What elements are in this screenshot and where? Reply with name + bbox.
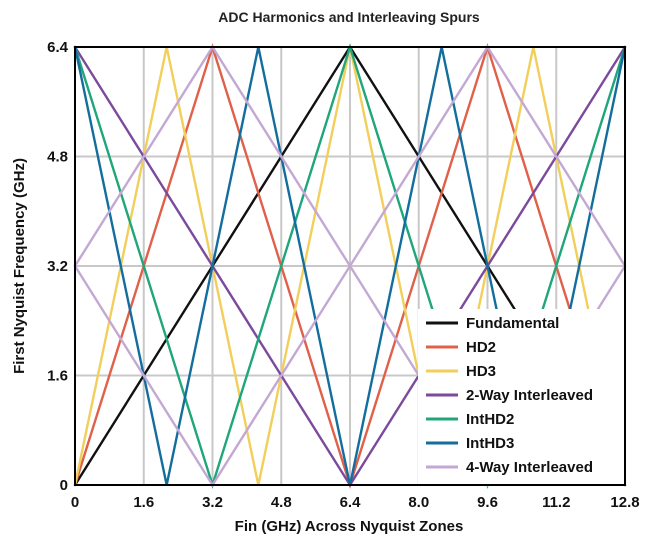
x-tick-label: 1.6 [133, 494, 154, 511]
x-tick-label: 3.2 [202, 494, 223, 511]
x-tick-label: 8.0 [408, 494, 429, 511]
y-axis-title: First Nyquist Frequency (GHz) [11, 158, 28, 374]
x-axis-title: Fin (GHz) Across Nyquist Zones [235, 518, 464, 535]
legend-label-fundamental: Fundamental [466, 315, 559, 332]
y-tick-label: 3.2 [47, 258, 68, 275]
x-tick-label: 12.8 [610, 494, 639, 511]
legend: Fundamental HD2 HD3 2-Way Interleaved IntHD2… [426, 315, 593, 476]
x-tick-label: 0 [71, 494, 79, 511]
plot-frame [74, 46, 626, 486]
legend-label-inthd2: IntHD2 [466, 411, 514, 428]
x-tick-label: 11.2 [542, 494, 570, 511]
chart-title: ADC Harmonics and Interleaving Spurs [218, 9, 480, 25]
y-tick-label: 1.6 [47, 368, 68, 385]
y-tick-label: 4.8 [47, 149, 68, 166]
legend-label-inthd3: IntHD3 [466, 435, 514, 452]
legend-label-2-way-interleaved: 2-Way Interleaved [466, 387, 593, 404]
x-tick-label: 4.8 [271, 494, 292, 511]
x-axis-ticks: 0 1.6 3.2 4.8 6.4 8.0 9.6 11.2 12.8 [71, 494, 640, 511]
legend-label-4-way-interleaved: 4-Way Interleaved [466, 459, 593, 476]
y-tick-label: 6.4 [47, 39, 69, 56]
x-tick-label: 9.6 [477, 494, 498, 511]
legend-label-hd3: HD3 [466, 363, 496, 380]
y-tick-label: 0 [60, 477, 68, 494]
x-tick-label: 6.4 [340, 494, 362, 511]
y-axis-ticks: 0 1.6 3.2 4.8 6.4 [47, 39, 69, 494]
legend-label-hd2: HD2 [466, 339, 496, 356]
